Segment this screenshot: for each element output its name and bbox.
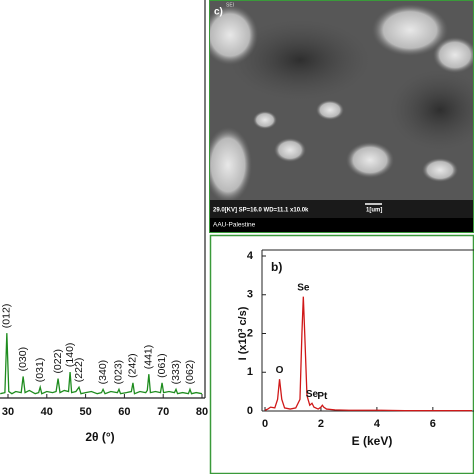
sem-scale: 1[um]: [366, 208, 382, 214]
x-axis-label: 2θ (°): [85, 430, 114, 444]
sem-info: 29.0[KV] SP=16.0 WD=11.1 x10.0k: [213, 208, 309, 214]
x-tick-label: 30: [2, 406, 14, 418]
peak-label: Se: [297, 282, 310, 293]
peak-label: (441): [143, 345, 155, 370]
sem-image: [210, 0, 474, 232]
x-tick-label: 50: [79, 406, 91, 418]
x-tick-label: 60: [118, 406, 130, 418]
y-tick-label: 4: [247, 250, 254, 262]
x-tick-label: 40: [41, 406, 53, 418]
x-axis-label: E (keV): [352, 434, 393, 448]
peak-label: (140): [64, 343, 76, 368]
peak-label: (023): [113, 360, 125, 385]
y-axis-label: I (x10³ c/s): [237, 306, 249, 360]
y-tick-label: 3: [247, 289, 253, 301]
sem-header: SEI: [226, 2, 234, 8]
panel-label: c): [214, 7, 223, 18]
panel-border: [209, 234, 474, 474]
x-tick-label: 80: [196, 406, 208, 418]
peak-label: (340): [97, 360, 109, 385]
peak-label: Pt: [317, 391, 328, 402]
peak-label: O: [276, 365, 284, 376]
x-tick-label: 2: [318, 418, 324, 430]
peak-label: (062): [184, 360, 196, 385]
x-tick-label: 70: [157, 406, 169, 418]
panel-label: b): [271, 260, 282, 274]
data-line: [0, 333, 203, 395]
peak-label: (031): [34, 358, 46, 383]
data-line: [264, 296, 472, 412]
y-tick-label: 2: [247, 327, 253, 339]
peak-label: (030): [17, 347, 29, 372]
peak-label: (022): [52, 349, 64, 374]
y-tick-label: 1: [247, 366, 253, 378]
x-tick-label: 4: [374, 418, 381, 430]
x-tick-label: 6: [430, 418, 436, 430]
x-tick-label: 0: [262, 418, 268, 430]
peak-label: (242): [127, 353, 139, 378]
peak-label: (012): [1, 304, 13, 329]
y-tick-label: 0: [247, 405, 253, 417]
peak-label: Se: [306, 389, 319, 400]
peak-label: (061): [156, 353, 168, 378]
peak-label: (222): [73, 358, 85, 383]
sem-caption: AAU-Palestine: [213, 222, 256, 229]
peak-label: (333): [170, 360, 182, 385]
